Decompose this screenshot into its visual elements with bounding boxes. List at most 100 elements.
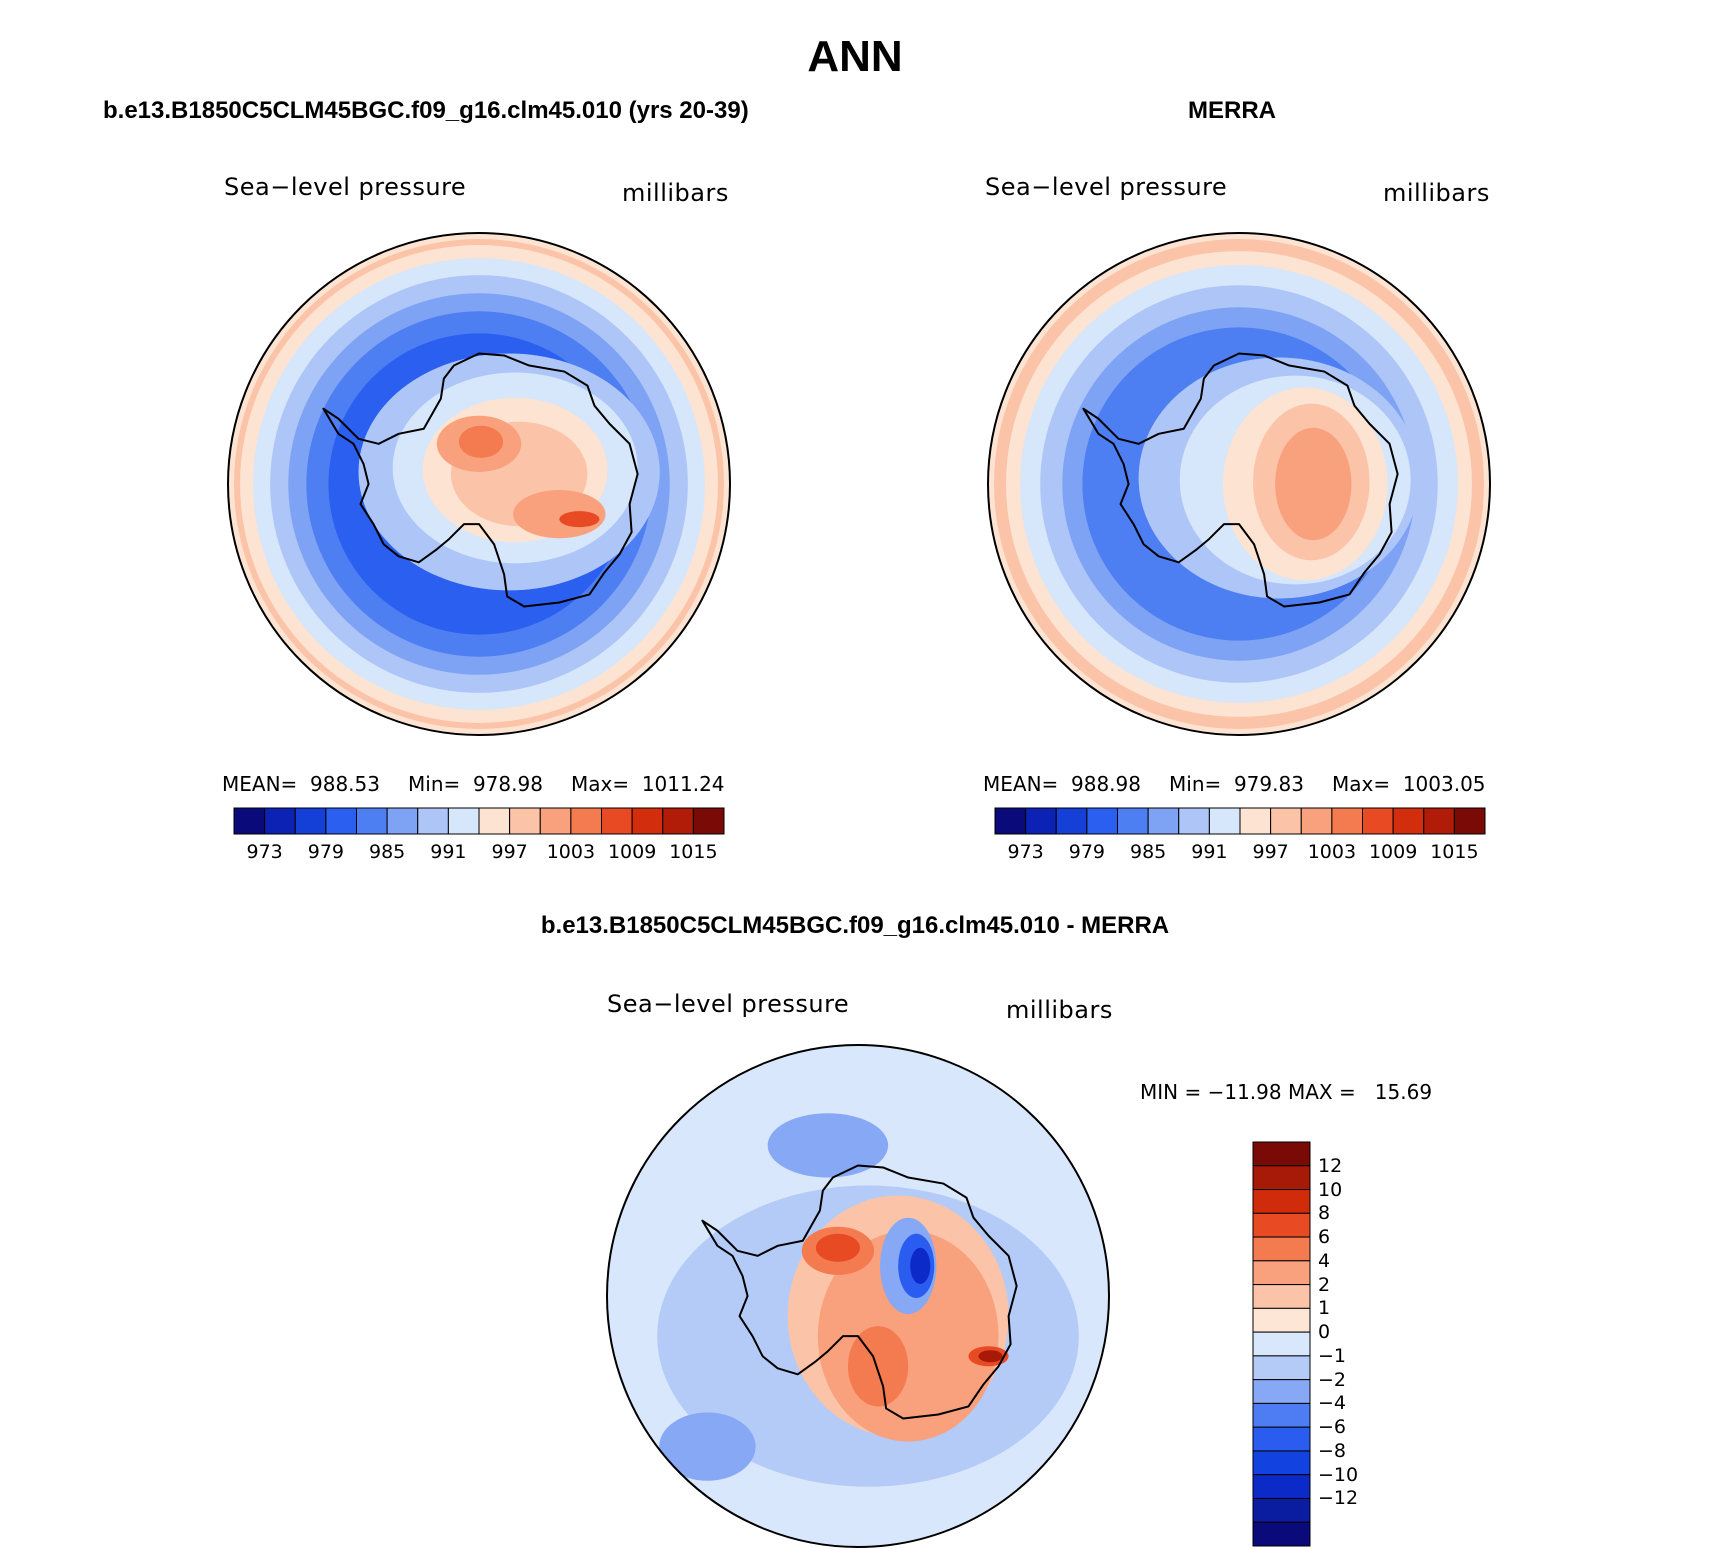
model-polar-map xyxy=(227,232,731,736)
colorbar-tick: 6 xyxy=(1318,1226,1331,1249)
antarctica-coastline xyxy=(1082,352,1399,608)
colorbar-swatch xyxy=(1086,807,1118,835)
colorbar-swatch xyxy=(1117,807,1149,835)
colorbar-swatch xyxy=(692,807,725,835)
colorbar-swatch xyxy=(1362,807,1394,835)
colorbar-tick: 1003 xyxy=(1307,841,1357,863)
model-colorbar-ticks: 973 979 985 991 997 1003 1009 1015 xyxy=(234,841,724,867)
pressure-contour-blob xyxy=(1275,427,1352,541)
colorbar-tick: −4 xyxy=(1318,1392,1347,1415)
colorbar-swatch xyxy=(1331,807,1363,835)
difference-polar-map xyxy=(606,1044,1110,1548)
colorbar-tick: −10 xyxy=(1318,1463,1359,1486)
colorbar-swatch xyxy=(1239,807,1272,835)
colorbar-tick: −8 xyxy=(1318,1439,1347,1462)
colorbar-tick: 1009 xyxy=(1368,841,1418,863)
colorbar-tick: 997 xyxy=(1252,841,1289,863)
merra-field-label: Sea−level pressure xyxy=(985,173,1228,201)
colorbar-tick: 12 xyxy=(1318,1154,1343,1177)
pressure-contour-blob xyxy=(559,511,600,528)
colorbar-swatch xyxy=(356,807,388,835)
colorbar-tick: −12 xyxy=(1318,1487,1359,1510)
colorbar-swatch xyxy=(631,807,664,835)
colorbar-swatch xyxy=(1252,1284,1311,1309)
colorbar-swatch xyxy=(417,807,449,835)
colorbar-swatch xyxy=(1252,1141,1311,1167)
colorbar-tick: 1015 xyxy=(1430,841,1479,863)
pressure-contour-blob xyxy=(815,1233,861,1262)
colorbar-swatch xyxy=(1300,807,1333,835)
model-panel-heading: b.e13.B1850C5CLM45BGC.f09_g16.clm45.010 … xyxy=(103,97,749,124)
difference-units-label: millibars xyxy=(1006,996,1113,1024)
merra-max-stat: Max= 1003.05 xyxy=(1332,772,1486,796)
colorbar-tick: 1 xyxy=(1318,1297,1331,1320)
merra-units-label: millibars xyxy=(1383,179,1490,207)
colorbar-swatch xyxy=(1147,807,1180,835)
pressure-contour-blob xyxy=(767,1113,889,1178)
colorbar-tick: 991 xyxy=(430,841,467,863)
colorbar-tick: 1015 xyxy=(669,841,718,863)
colorbar-swatch xyxy=(1252,1426,1311,1452)
colorbar-tick: 997 xyxy=(491,841,528,863)
colorbar-swatch xyxy=(601,807,633,835)
colorbar-tick: −6 xyxy=(1318,1416,1347,1439)
colorbar-swatch xyxy=(1252,1331,1311,1357)
colorbar-swatch xyxy=(1208,807,1241,835)
colorbar-swatch xyxy=(1252,1497,1311,1523)
colorbar-tick: 985 xyxy=(1129,841,1167,863)
model-max-stat: Max= 1011.24 xyxy=(571,772,725,796)
merra-colorbar xyxy=(994,807,1486,835)
colorbar-swatch xyxy=(1252,1212,1311,1238)
colorbar-tick: 10 xyxy=(1318,1178,1343,1201)
colorbar-swatch xyxy=(1252,1165,1311,1191)
model-units-label: millibars xyxy=(622,179,729,207)
model-field-label: Sea−level pressure xyxy=(224,173,467,201)
colorbar-tick: 0 xyxy=(1318,1321,1331,1344)
model-min-stat: Min= 978.98 xyxy=(408,772,543,796)
merra-panel-heading: MERRA xyxy=(1188,97,1276,124)
colorbar-swatch xyxy=(539,807,572,835)
colorbar-swatch xyxy=(1252,1521,1311,1547)
colorbar-swatch xyxy=(1453,807,1486,835)
colorbar-swatch xyxy=(1025,807,1057,835)
colorbar-swatch xyxy=(570,807,602,835)
merra-mean-stat: MEAN= 988.98 xyxy=(983,772,1141,796)
colorbar-swatch xyxy=(1252,1307,1311,1333)
colorbar-swatch xyxy=(1252,1402,1311,1428)
colorbar-tick: 1009 xyxy=(607,841,657,863)
model-mean-stat: MEAN= 988.53 xyxy=(222,772,380,796)
colorbar-tick: 973 xyxy=(1007,841,1044,863)
pressure-contour-blob xyxy=(910,1247,931,1284)
antarctica-coastline xyxy=(701,1164,1018,1420)
colorbar-swatch xyxy=(478,807,511,835)
colorbar-swatch xyxy=(662,807,694,835)
colorbar-swatch xyxy=(1252,1379,1311,1404)
colorbar-swatch xyxy=(509,807,541,835)
page-title: ANN xyxy=(807,32,903,81)
merra-colorbar-ticks: 973 979 985 991 997 1003 1009 1015 xyxy=(995,841,1485,867)
colorbar-swatch xyxy=(1252,1355,1311,1381)
colorbar-swatch xyxy=(1252,1450,1311,1476)
colorbar-tick: 8 xyxy=(1318,1202,1331,1225)
colorbar-swatch xyxy=(325,807,357,835)
difference-field-label: Sea−level pressure xyxy=(607,990,850,1018)
colorbar-swatch xyxy=(447,807,480,835)
colorbar-swatch xyxy=(1392,807,1425,835)
colorbar-swatch xyxy=(994,807,1027,835)
colorbar-tick: 1003 xyxy=(546,841,596,863)
colorbar-swatch xyxy=(1252,1260,1311,1286)
map-boundary xyxy=(227,232,731,736)
colorbar-swatch xyxy=(1055,807,1088,835)
pressure-contour-blob xyxy=(847,1326,909,1407)
colorbar-tick: 991 xyxy=(1191,841,1228,863)
colorbar-swatch xyxy=(1252,1189,1311,1214)
antarctica-coastline xyxy=(322,352,639,608)
model-colorbar xyxy=(233,807,725,835)
colorbar-tick: −1 xyxy=(1318,1344,1347,1367)
colorbar-tick: −2 xyxy=(1318,1368,1347,1391)
colorbar-tick: 4 xyxy=(1318,1249,1331,1272)
pressure-contour-blob xyxy=(458,425,504,458)
colorbar-swatch xyxy=(264,807,296,835)
colorbar-swatch xyxy=(1252,1474,1311,1499)
map-boundary xyxy=(987,232,1491,736)
